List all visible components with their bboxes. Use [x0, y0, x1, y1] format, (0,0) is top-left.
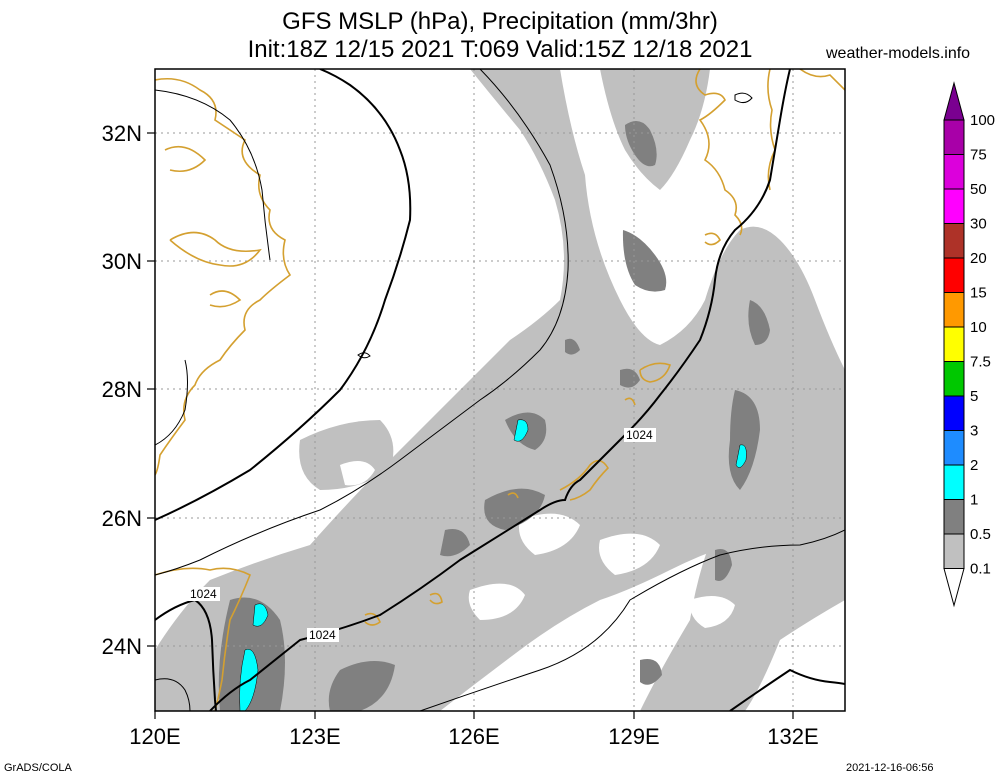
chart-subtitle: Init:18Z 12/15 2021 T:069 Valid:15Z 12/1… [247, 36, 753, 63]
colorbar-swatch [943, 154, 965, 190]
graticule [155, 69, 845, 711]
lat-label: 30N [102, 249, 142, 274]
lon-label: 123E [289, 724, 340, 749]
colorbar-level-label: 15 [970, 285, 987, 302]
colorbar-swatch [943, 430, 965, 466]
precip-light-layer [155, 69, 845, 711]
colorbar-level-label: 5 [970, 388, 978, 405]
precip-moderate-layer [218, 121, 770, 711]
colorbar-level-label: 1 [970, 492, 978, 509]
colorbar-swatch [943, 257, 965, 293]
colorbar-level-label: 20 [970, 250, 987, 267]
isobar-labels: 1024 1024 1024 [188, 428, 656, 642]
colorbar-swatch [943, 395, 965, 431]
colorbar-swatch [943, 119, 965, 155]
render-timestamp: 2021-12-16-06:56 [846, 762, 934, 774]
colorbar-swatch [943, 499, 965, 535]
colorbar-swatch [943, 361, 965, 397]
map-frame [154, 68, 846, 712]
colorbar-level-label: 50 [970, 181, 987, 198]
colorbar-arrow-top [943, 81, 965, 121]
colorbar-swatch [943, 464, 965, 500]
lat-label: 26N [102, 506, 142, 531]
colorbar-swatch [943, 326, 965, 362]
chart-title: GFS MSLP (hPa), Precipitation (mm/3hr) [282, 8, 718, 35]
colorbar-arrow-bottom [943, 568, 965, 608]
coastlines [155, 69, 845, 711]
colorbar-level-label: 3 [970, 423, 978, 440]
colorbar-swatch [943, 188, 965, 224]
site-credit: weather-models.info [826, 45, 971, 62]
isobars-thick [155, 69, 845, 711]
lat-label: 28N [102, 377, 142, 402]
colorbar-swatch [943, 223, 965, 259]
software-credit: GrADS/COLA [4, 762, 72, 774]
latitude-labels: 32N 30N 28N 26N 24N [102, 121, 142, 659]
colorbar-swatch [943, 292, 965, 328]
colorbar: 100 75 50 30 20 15 10 7.5 5 3 2 1 0.5 0.1 [943, 81, 995, 608]
map-layers [155, 69, 845, 711]
lat-label: 32N [102, 121, 142, 146]
isobars-thin [155, 69, 845, 711]
lon-label: 132E [767, 724, 818, 749]
colorbar-level-label: 2 [970, 457, 978, 474]
colorbar-level-label: 75 [970, 147, 987, 164]
precip-gaps [340, 331, 735, 680]
isobar-label: 1024 [309, 628, 336, 642]
longitude-labels: 120E 123E 126E 129E 132E [129, 724, 818, 749]
lon-label: 120E [129, 724, 180, 749]
colorbar-swatch [943, 533, 965, 569]
colorbar-level-label: 100 [970, 112, 995, 129]
lat-label: 24N [102, 634, 142, 659]
lon-label: 126E [448, 724, 499, 749]
isobar-label: 1024 [626, 428, 653, 442]
lon-label: 129E [608, 724, 659, 749]
colorbar-level-label: 0.5 [970, 526, 991, 543]
isobar-label: 1024 [190, 587, 217, 601]
colorbar-level-label: 10 [970, 319, 987, 336]
colorbar-level-label: 7.5 [970, 354, 991, 371]
colorbar-level-label: 30 [970, 216, 987, 233]
axis-ticks [147, 132, 794, 719]
colorbar-level-label: 0.1 [970, 561, 991, 578]
